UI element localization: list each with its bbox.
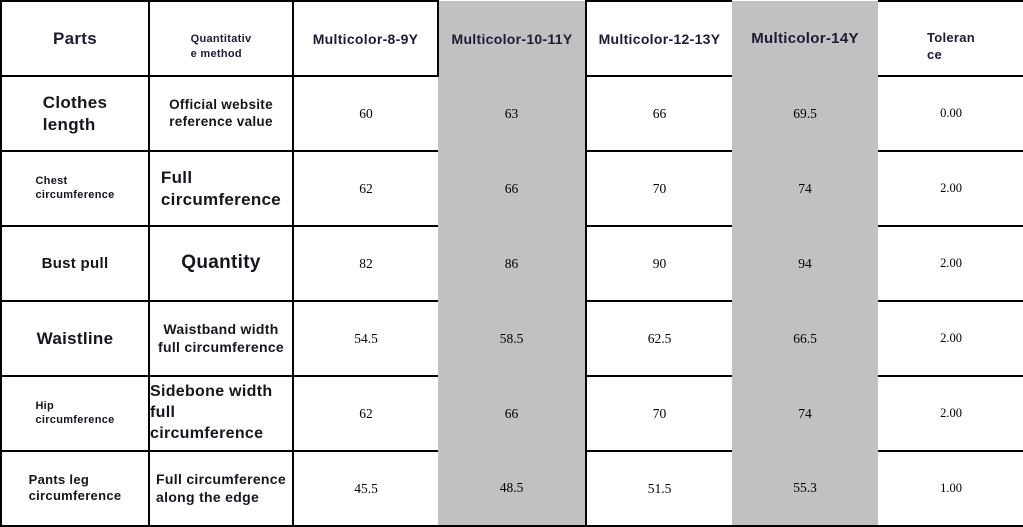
value-cell: 86 — [438, 226, 587, 301]
value-cell: 63 — [438, 76, 587, 151]
tolerance-cell: 2.00 — [878, 301, 1023, 377]
header-row: Parts Quantitativ e method Multicolor-8-… — [1, 0, 1023, 77]
method-cell: Official website reference value — [149, 76, 294, 152]
col-header-size-10-11y: Multicolor-10-11Y — [438, 1, 587, 76]
method-cell: Quantity — [149, 226, 294, 302]
tolerance-cell: 2.00 — [878, 151, 1023, 227]
tolerance-cell: 2.00 — [878, 226, 1023, 302]
value-cell: 51.5 — [586, 451, 732, 527]
col-header-parts: Parts — [1, 0, 150, 77]
value-cell: 90 — [586, 226, 732, 302]
value-cell: 66 — [438, 376, 587, 451]
part-name-cell: Waistline — [1, 301, 150, 377]
value-cell: 58.5 — [438, 301, 587, 376]
value-cell: 62 — [293, 376, 438, 452]
value-cell: 74 — [732, 376, 878, 451]
method-cell: Sidebone width full circumference — [149, 376, 294, 452]
value-cell: 48.5 — [438, 451, 587, 526]
value-cell: 70 — [586, 151, 732, 227]
table-row-clothes-length: Clothes length Official website referenc… — [1, 76, 1023, 152]
part-name-cell: Clothes length — [1, 76, 150, 152]
table-row-waistline: Waistline Waistband width full circumfer… — [1, 301, 1023, 377]
col-header-method: Quantitativ e method — [149, 0, 294, 77]
value-cell: 54.5 — [293, 301, 438, 377]
value-cell: 82 — [293, 226, 438, 302]
value-cell: 70 — [586, 376, 732, 452]
table-row-chest-circumference: Chest circumference Full circumference 6… — [1, 151, 1023, 227]
value-cell: 60 — [293, 76, 438, 152]
value-cell: 69.5 — [732, 76, 878, 151]
part-name-cell: Pants leg circumference — [1, 451, 150, 527]
tolerance-cell: 0.00 — [878, 76, 1023, 152]
tolerance-cell: 1.00 — [878, 451, 1023, 527]
tolerance-cell: 2.00 — [878, 376, 1023, 452]
method-cell: Full circumference along the edge — [149, 451, 294, 527]
table-row-pants-leg-circumference: Pants leg circumference Full circumferen… — [1, 451, 1023, 527]
value-cell: 66.5 — [732, 301, 878, 376]
table-row-bust-pull: Bust pull Quantity 82 86 90 94 2.00 — [1, 226, 1023, 302]
part-name-cell: Bust pull — [1, 226, 150, 302]
method-cell: Full circumference — [149, 151, 294, 227]
value-cell: 62 — [293, 151, 438, 227]
value-cell: 66 — [438, 151, 587, 226]
col-header-tolerance: Toleran ce — [878, 0, 1023, 77]
value-cell: 62.5 — [586, 301, 732, 377]
col-header-size-14y: Multicolor-14Y — [732, 1, 878, 76]
value-cell: 74 — [732, 151, 878, 226]
part-name-cell: Hip circumference — [1, 376, 150, 452]
method-cell: Waistband width full circumference — [149, 301, 294, 377]
value-cell: 66 — [586, 76, 732, 152]
value-cell: 55.3 — [732, 451, 878, 526]
table-row-hip-circumference: Hip circumference Sidebone width full ci… — [1, 376, 1023, 452]
col-header-size-12-13y: Multicolor-12-13Y — [586, 0, 732, 77]
value-cell: 45.5 — [293, 451, 438, 527]
col-header-size-8-9y: Multicolor-8-9Y — [293, 0, 439, 77]
value-cell: 94 — [732, 226, 878, 301]
part-name-cell: Chest circumference — [1, 151, 150, 227]
